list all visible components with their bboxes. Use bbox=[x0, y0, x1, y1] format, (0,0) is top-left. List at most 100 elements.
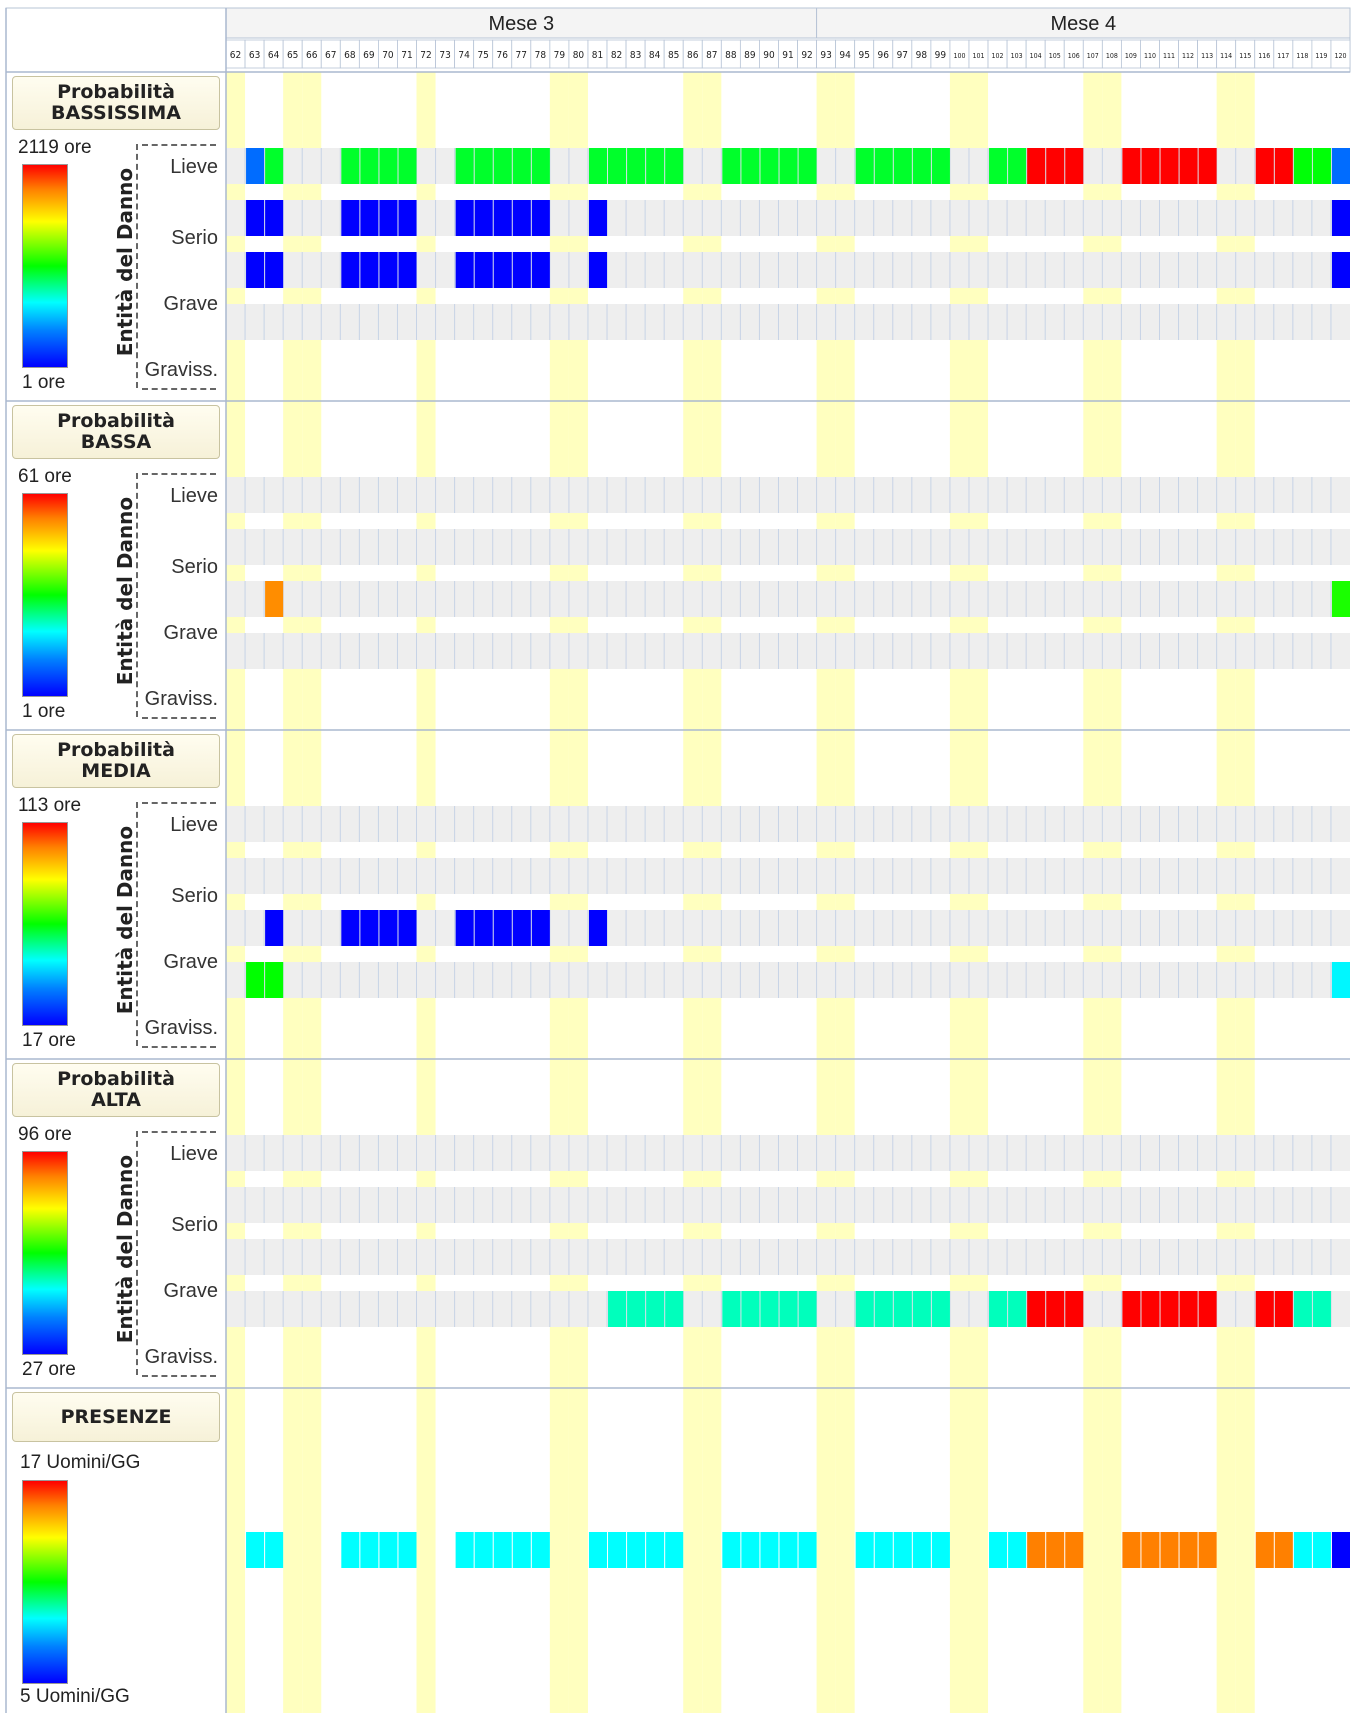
day-header-cell bbox=[1330, 39, 1351, 69]
heat-cell bbox=[1122, 1532, 1141, 1568]
day-tick-label: 76 bbox=[497, 50, 509, 61]
day-tick-label: 84 bbox=[649, 50, 661, 61]
day-tick-label: 75 bbox=[477, 50, 488, 61]
row-band bbox=[226, 858, 1350, 894]
day-tick-label: 87 bbox=[706, 50, 717, 61]
heat-cell bbox=[379, 252, 398, 288]
day-tick-label: 89 bbox=[744, 50, 756, 61]
day-tick-label: 83 bbox=[630, 50, 641, 61]
heat-cell bbox=[1141, 1291, 1160, 1327]
heat-cell bbox=[608, 148, 627, 184]
heat-cell bbox=[627, 1532, 646, 1568]
heat-cell bbox=[474, 252, 493, 288]
heat-cell bbox=[874, 1291, 893, 1327]
day-tick-label: 108 bbox=[1106, 52, 1118, 60]
heat-cell bbox=[474, 200, 493, 236]
heat-cell bbox=[1122, 148, 1141, 184]
heat-cell bbox=[265, 910, 284, 946]
heat-cell bbox=[398, 200, 417, 236]
heat-cell bbox=[455, 910, 474, 946]
heat-cell bbox=[398, 1532, 417, 1568]
heat-cell bbox=[512, 200, 531, 236]
heat-cell bbox=[989, 1532, 1008, 1568]
heat-cell bbox=[1312, 148, 1331, 184]
heat-cell bbox=[1312, 1532, 1331, 1568]
day-tick-label: 90 bbox=[763, 50, 775, 61]
heat-cell bbox=[1141, 1532, 1160, 1568]
heat-cell bbox=[474, 910, 493, 946]
day-tick-label: 112 bbox=[1182, 52, 1194, 60]
day-tick-label: 115 bbox=[1239, 52, 1251, 60]
heat-cell bbox=[588, 148, 608, 184]
day-tick-label: 80 bbox=[573, 50, 585, 61]
heat-cell bbox=[455, 148, 474, 184]
heat-cell bbox=[741, 1532, 760, 1568]
heat-cell bbox=[493, 148, 512, 184]
day-tick-label: 105 bbox=[1049, 52, 1061, 60]
heat-cell bbox=[1179, 1291, 1198, 1327]
day-tick-label: 92 bbox=[801, 50, 812, 61]
day-tick-label: 118 bbox=[1296, 52, 1308, 60]
heat-cell bbox=[798, 1532, 817, 1568]
heat-cell bbox=[893, 1291, 912, 1327]
heat-cell bbox=[931, 148, 950, 184]
heat-cell bbox=[531, 910, 550, 946]
heat-cell bbox=[1274, 1291, 1293, 1327]
heat-cell bbox=[341, 910, 360, 946]
heat-cell bbox=[360, 252, 379, 288]
day-tick-label: 99 bbox=[935, 50, 947, 61]
heat-cell bbox=[779, 148, 798, 184]
heat-cell bbox=[989, 148, 1008, 184]
day-tick-label: 113 bbox=[1201, 52, 1213, 60]
heat-cell bbox=[760, 1291, 779, 1327]
heat-cell bbox=[665, 1291, 684, 1327]
row-band bbox=[226, 477, 1350, 513]
day-tick-label: 91 bbox=[782, 50, 793, 61]
heat-cell bbox=[455, 252, 474, 288]
heat-cell bbox=[741, 1291, 760, 1327]
heat-cell bbox=[360, 148, 379, 184]
heat-cell bbox=[855, 148, 874, 184]
day-tick-label: 88 bbox=[725, 50, 737, 61]
heat-cell bbox=[798, 148, 817, 184]
day-tick-label: 73 bbox=[439, 50, 450, 61]
heat-cell bbox=[360, 1532, 379, 1568]
heat-cell bbox=[531, 1532, 550, 1568]
heat-cell bbox=[246, 200, 265, 236]
heat-cell bbox=[646, 1532, 665, 1568]
day-tick-label: 65 bbox=[287, 50, 298, 61]
heat-cell bbox=[341, 200, 360, 236]
heat-cell bbox=[588, 1532, 608, 1568]
heat-cell bbox=[398, 910, 417, 946]
heat-cell bbox=[741, 148, 760, 184]
heat-cell bbox=[1008, 1532, 1027, 1568]
heat-cell bbox=[931, 1532, 950, 1568]
heat-cell bbox=[265, 1532, 284, 1568]
day-tick-label: 98 bbox=[916, 50, 928, 61]
month-header bbox=[225, 7, 818, 39]
heat-cell bbox=[931, 1291, 950, 1327]
heat-cell bbox=[246, 1532, 265, 1568]
month-label: Mese 3 bbox=[488, 13, 554, 35]
heat-cell bbox=[1008, 148, 1027, 184]
heat-cell bbox=[512, 252, 531, 288]
day-tick-label: 63 bbox=[249, 50, 260, 61]
heat-cell bbox=[265, 200, 284, 236]
day-tick-label: 72 bbox=[420, 50, 431, 61]
heat-cell bbox=[1293, 1532, 1312, 1568]
heat-cell bbox=[1312, 1291, 1331, 1327]
day-tick-label: 120 bbox=[1334, 52, 1346, 60]
heat-cell bbox=[627, 1291, 646, 1327]
heat-cell bbox=[646, 1291, 665, 1327]
row-band bbox=[226, 581, 1350, 617]
day-tick-label: 94 bbox=[839, 50, 851, 61]
heat-cell bbox=[512, 1532, 531, 1568]
heat-cell bbox=[341, 252, 360, 288]
heat-cell bbox=[912, 1291, 931, 1327]
day-tick-label: 116 bbox=[1258, 52, 1270, 60]
heat-cell bbox=[1293, 1291, 1312, 1327]
heat-cell bbox=[1274, 1532, 1293, 1568]
day-tick-label: 109 bbox=[1125, 52, 1137, 60]
heat-cell bbox=[1065, 148, 1084, 184]
